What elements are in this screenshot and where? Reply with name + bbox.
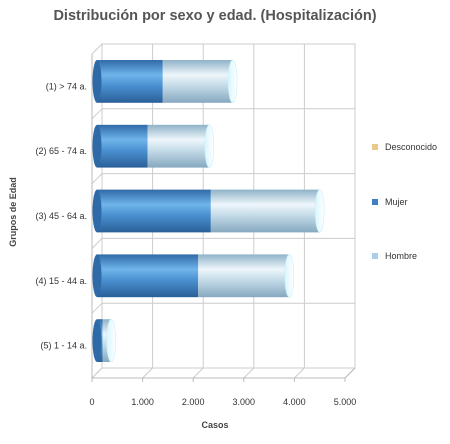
x-tick-label: 0: [89, 397, 94, 407]
y-tick-label: (4) 15 - 44 a.: [35, 276, 87, 286]
bar-base-cap: [92, 254, 102, 298]
y-tick-label: (2) 65 - 74 a.: [35, 146, 87, 156]
bar-base-cap: [92, 60, 102, 103]
side-wall-line: [91, 238, 103, 249]
legend-label-hombre: Hombre: [385, 251, 417, 261]
bar-hombre-2: [147, 124, 210, 168]
bar-end-cap: [284, 254, 295, 298]
floor-line: [192, 367, 204, 379]
legend-label-desconocido: Desconocido: [385, 142, 437, 152]
side-wall-line: [91, 173, 103, 184]
legend-swatch-desconocido: [372, 144, 378, 150]
bar-base-cap: [92, 124, 102, 168]
y-tick-label: (1) > 74 a.: [46, 81, 87, 91]
legend-swatch-hombre: [372, 253, 378, 259]
legend-label-mujer: Mujer: [385, 197, 408, 207]
bar-end-cap: [227, 59, 238, 104]
bar-mujer-4: [97, 254, 199, 298]
floor-line: [243, 367, 255, 379]
bar-end-cap: [314, 189, 325, 233]
side-wall-line: [91, 302, 103, 314]
bar-hombre-1: [162, 60, 233, 103]
side-wall-line: [91, 108, 103, 120]
x-tick-label: 3.000: [233, 397, 256, 407]
x-axis-title: Casos: [201, 420, 228, 430]
bar-mujer-2: [97, 124, 148, 168]
bar-base-cap: [92, 319, 102, 362]
bar-base-cap: [92, 189, 102, 233]
legend-swatch-mujer: [372, 199, 378, 205]
y-tick-label: (5) 1 - 14 a.: [40, 341, 87, 351]
y-tick-label: (3) 45 - 64 a.: [35, 211, 87, 221]
side-wall-line: [91, 43, 103, 55]
x-tick-label: 4.000: [283, 397, 306, 407]
floor-line: [294, 367, 305, 379]
legend: Desconocido Mujer Hombre: [372, 142, 437, 261]
side-wall-line: [91, 367, 103, 379]
x-tick-label: 1.000: [131, 397, 154, 407]
floor-edge: [344, 367, 356, 379]
x-axis-ticks: 0 1.000 2.000 3.000 4.000 5.000: [89, 378, 356, 407]
bar-end-cap: [106, 318, 116, 363]
bar-hombre-4: [198, 254, 290, 298]
bar-end-cap: [204, 124, 215, 168]
bar-hombre-3: [210, 189, 320, 233]
y-axis-ticks: (1) > 74 a. (2) 65 - 74 a. (3) 45 - 64 a. (…: [35, 81, 87, 350]
x-tick-label: 2.000: [182, 397, 205, 407]
bar-mujer-3: [97, 189, 211, 233]
bars: [92, 59, 325, 363]
chart-title: Distribución por sexo y edad. (Hospitali…: [53, 8, 376, 24]
y-axis-title: Grupos de Edad: [8, 177, 18, 247]
x-tick-label: 5.000: [334, 397, 357, 407]
floor-line: [142, 367, 153, 379]
bar-mujer-1: [97, 60, 163, 103]
